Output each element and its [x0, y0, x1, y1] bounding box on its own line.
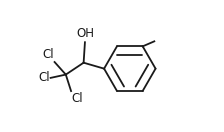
Text: OH: OH	[76, 27, 94, 40]
Text: Cl: Cl	[38, 71, 50, 84]
Text: Cl: Cl	[72, 92, 83, 105]
Text: Cl: Cl	[42, 48, 54, 61]
